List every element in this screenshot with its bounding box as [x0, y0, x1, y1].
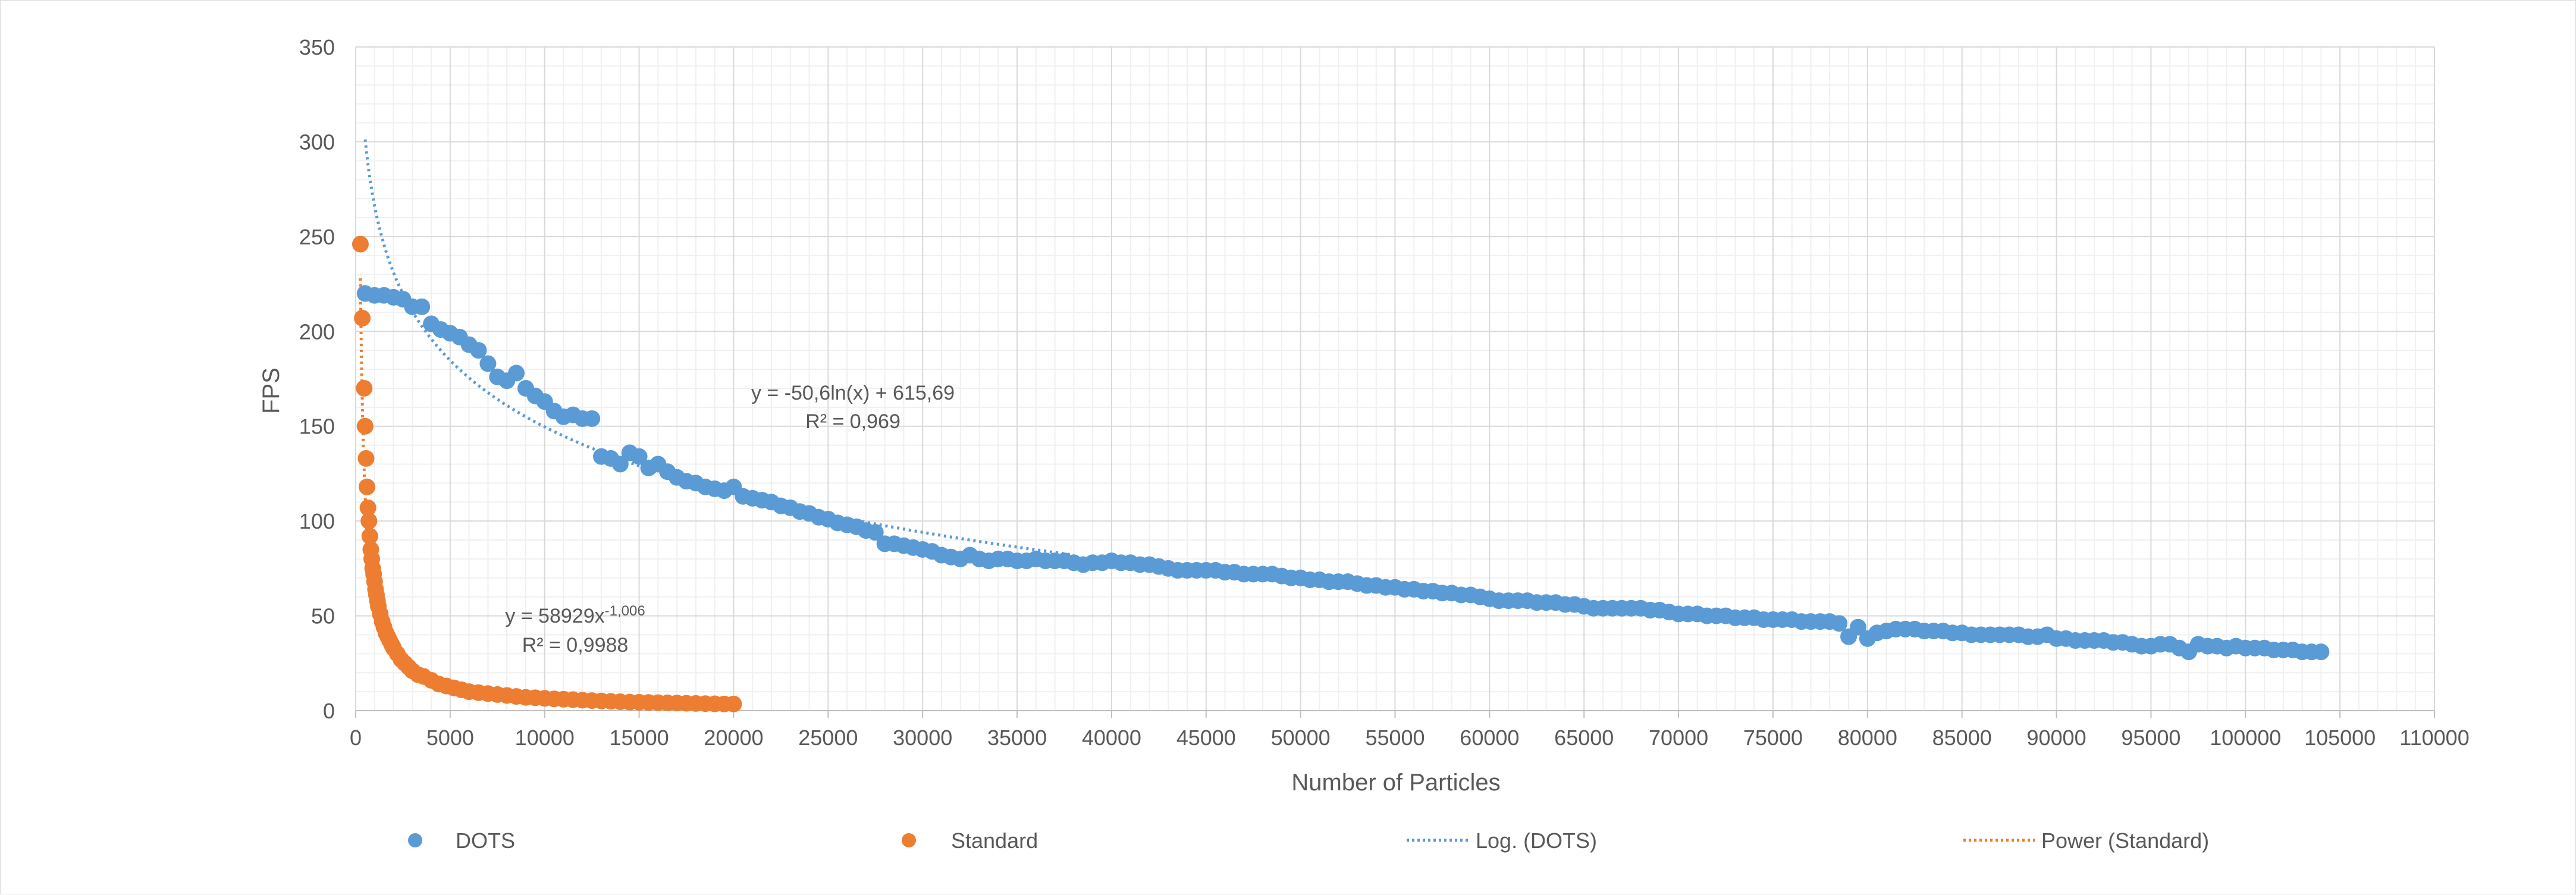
x-tick-label: 5000 — [426, 726, 474, 750]
data-point — [357, 450, 375, 467]
data-point — [356, 379, 373, 397]
trendline-equation-dots: y = -50,6ln(x) + 615,69 — [751, 382, 955, 404]
legend: DOTS Standard Log. (DOTS) Power (Standar… — [408, 828, 2209, 853]
data-point — [479, 355, 497, 372]
x-axis-title: Number of Particles — [1291, 770, 1500, 796]
x-tick-label: 110000 — [2399, 726, 2469, 750]
data-point — [413, 298, 431, 315]
legend-label-standard: Standard — [951, 828, 1038, 853]
x-tick-label: 95000 — [2121, 726, 2180, 750]
x-tick-label: 45000 — [1176, 726, 1236, 750]
data-point — [1849, 618, 1866, 636]
x-tick-label: 85000 — [1932, 726, 1992, 750]
y-tick-label: 200 — [299, 319, 335, 344]
legend-label-power-standard: Power (Standard) — [2041, 828, 2209, 853]
legend-marker-dots — [408, 833, 422, 847]
y-tick-label: 50 — [311, 604, 335, 629]
data-point — [2313, 643, 2330, 661]
legend-marker-standard — [902, 833, 916, 847]
data-point — [725, 695, 742, 712]
data-point — [611, 456, 629, 473]
data-point — [361, 527, 378, 545]
trendline-r2-dots: R² = 0,969 — [805, 410, 900, 433]
data-point — [359, 478, 376, 495]
series-dots — [356, 285, 2330, 661]
y-tick-label: 350 — [299, 35, 335, 59]
y-tick-label: 100 — [299, 509, 335, 533]
trendline-r2-standard: R² = 0,9988 — [522, 634, 629, 657]
x-tick-label: 70000 — [1649, 726, 1708, 750]
y-tick-label: 300 — [299, 130, 335, 154]
x-tick-label: 90000 — [2026, 726, 2086, 750]
legend-label-dots: DOTS — [456, 828, 515, 853]
data-point — [356, 417, 374, 435]
y-axis-title: FPS — [258, 368, 284, 414]
x-tick-label: 65000 — [1554, 726, 1614, 750]
x-tick-label: 20000 — [704, 726, 763, 750]
data-point — [359, 499, 376, 516]
data-point — [354, 309, 371, 326]
x-tick-label: 0 — [350, 726, 362, 750]
data-point — [360, 513, 378, 530]
trendline-exponent-standard: -1,006 — [605, 603, 645, 619]
x-tick-label: 75000 — [1743, 726, 1803, 750]
minor-gridlines — [356, 47, 2434, 711]
data-point — [1831, 615, 1848, 632]
legend-label-log-dots: Log. (DOTS) — [1476, 828, 1597, 853]
x-tick-label: 35000 — [987, 726, 1047, 750]
x-tick-label: 10000 — [515, 726, 575, 750]
series-standard — [352, 235, 742, 712]
x-tick-label: 60000 — [1460, 726, 1519, 750]
x-tick-label: 30000 — [893, 726, 952, 750]
y-tick-label: 150 — [299, 414, 335, 439]
x-tick-label: 105000 — [2304, 726, 2376, 750]
data-point — [630, 448, 648, 465]
x-tick-label: 80000 — [1838, 726, 1897, 750]
trendline-log-dots- — [363, 139, 1074, 557]
x-tick-label: 100000 — [2210, 726, 2281, 750]
x-tick-label: 25000 — [798, 726, 858, 750]
data-point — [508, 365, 525, 382]
data-point — [470, 342, 487, 359]
x-tick-label: 50000 — [1271, 726, 1331, 750]
data-point — [867, 524, 884, 541]
y-tick-labels: 0 50 100 150 200 250 300 350 — [299, 35, 335, 723]
x-tick-label: 55000 — [1365, 726, 1425, 750]
data-points — [352, 235, 2330, 712]
y-tick-label: 0 — [323, 699, 335, 723]
x-tick-label: 40000 — [1082, 726, 1141, 750]
major-gridlines — [355, 46, 2435, 718]
trendlines — [359, 139, 1074, 640]
data-point — [352, 235, 369, 253]
trendline-equation-standard: y = 58929x-1,006 — [505, 603, 645, 627]
x-tick-label: 15000 — [610, 726, 669, 750]
y-tick-label: 250 — [299, 225, 335, 249]
data-point — [583, 410, 601, 427]
x-tick-labels: 0 5000 10000 15000 20000 25000 30000 35000 40000… — [350, 726, 2470, 750]
